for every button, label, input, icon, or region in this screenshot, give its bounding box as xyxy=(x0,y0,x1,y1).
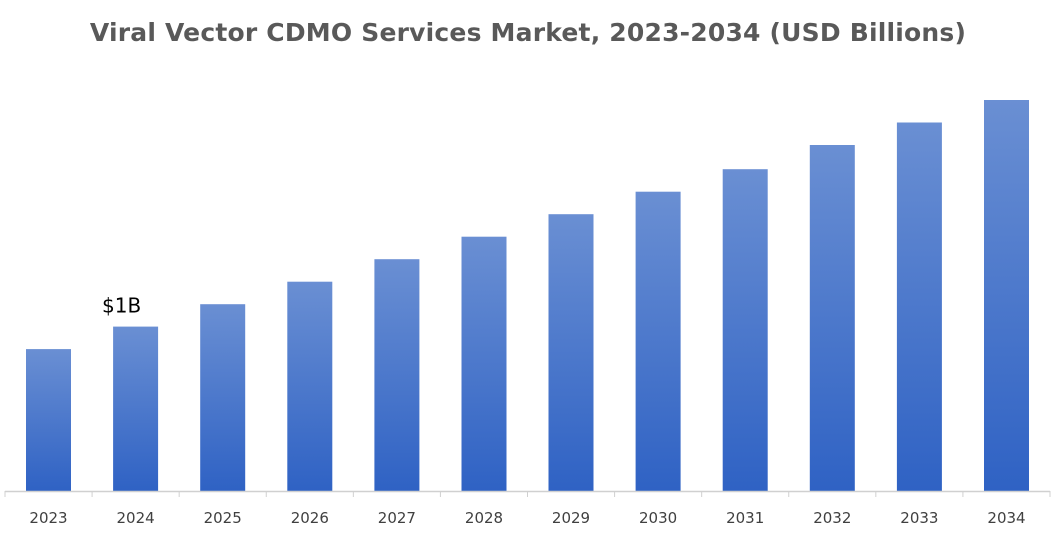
x-tick-label-2029: 2029 xyxy=(552,509,590,527)
x-tick-label-2025: 2025 xyxy=(204,509,242,527)
x-tick-label-2031: 2031 xyxy=(726,509,764,527)
x-tick-label-2023: 2023 xyxy=(29,509,67,527)
bar-2034 xyxy=(984,100,1029,491)
bars-layer xyxy=(26,100,1029,491)
x-tick-label-2030: 2030 xyxy=(639,509,677,527)
x-tick-label-2027: 2027 xyxy=(378,509,416,527)
bar-2026 xyxy=(287,281,333,491)
bar-2028 xyxy=(461,236,507,491)
x-tick-label-2028: 2028 xyxy=(465,509,503,527)
data-labels-layer: $1B xyxy=(102,294,141,318)
data-label-2024: $1B xyxy=(102,294,141,318)
x-tick-label-2034: 2034 xyxy=(987,509,1025,527)
bar-2023 xyxy=(26,349,71,491)
bar-2024 xyxy=(113,326,159,491)
x-tick-label-2024: 2024 xyxy=(117,509,155,527)
bar-2032 xyxy=(809,145,855,491)
bar-2027 xyxy=(374,259,420,491)
bar-2033 xyxy=(896,122,942,491)
bar-2030 xyxy=(635,191,681,491)
bar-2029 xyxy=(548,214,594,491)
x-tick-label-2032: 2032 xyxy=(813,509,851,527)
chart-title: Viral Vector CDMO Services Market, 2023-… xyxy=(89,18,967,47)
x-tick-label-2026: 2026 xyxy=(291,509,329,527)
bar-2031 xyxy=(722,169,768,491)
bar-2025 xyxy=(200,304,246,491)
x-tick-label-2033: 2033 xyxy=(900,509,938,527)
x-axis: 2023 2024 2025 2026 2027 2028 2029 2030 2031 2032… xyxy=(4,490,1051,527)
